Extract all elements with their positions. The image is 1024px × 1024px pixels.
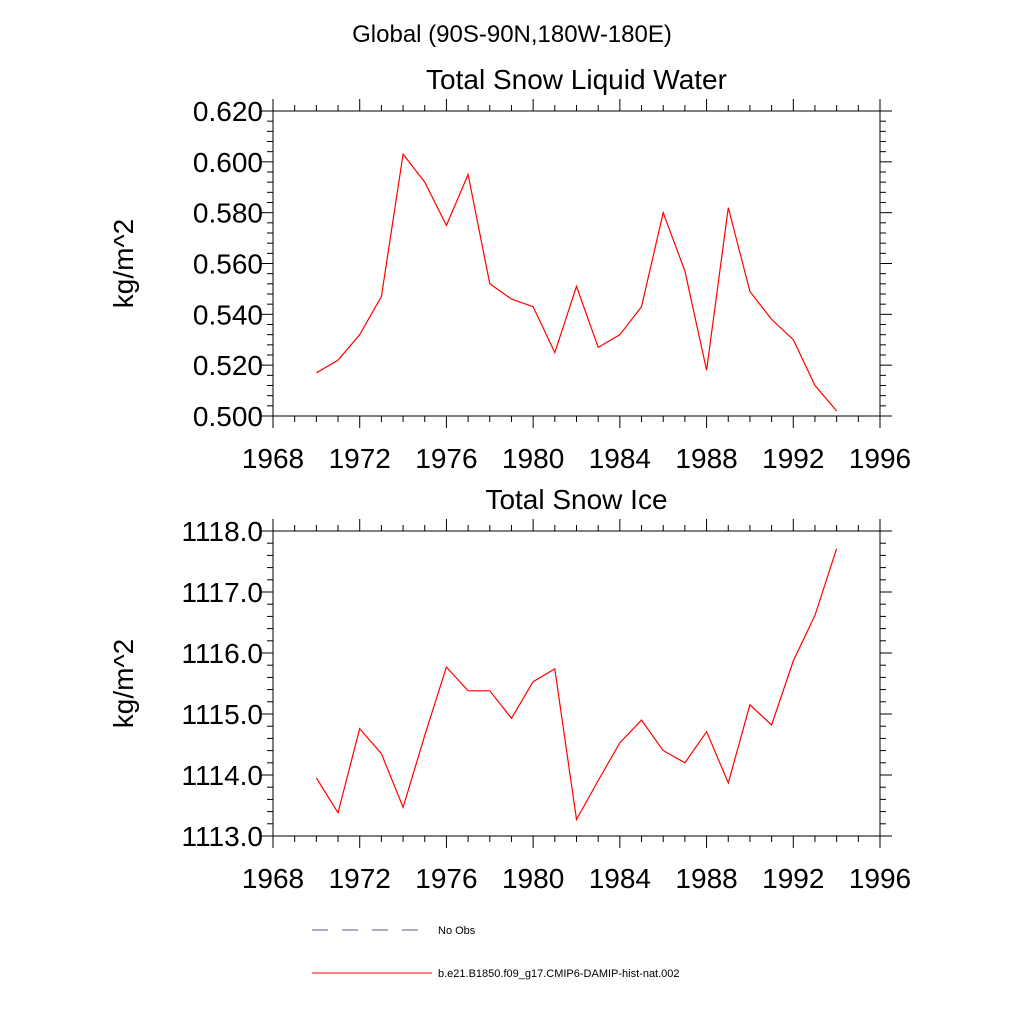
series-line xyxy=(316,152,838,412)
data-point xyxy=(597,346,600,349)
data-point xyxy=(705,730,708,733)
x-tick-label: 1992 xyxy=(762,443,824,474)
data-point xyxy=(467,689,470,692)
data-point xyxy=(770,723,773,726)
x-tick-label: 1992 xyxy=(762,863,824,894)
data-point xyxy=(488,282,491,285)
y-tick-label: 1113.0 xyxy=(182,821,263,852)
data-point xyxy=(748,290,751,293)
data-point xyxy=(445,666,448,669)
data-point xyxy=(662,211,665,214)
y-tick-label: 0.560 xyxy=(193,249,263,280)
data-point xyxy=(358,727,361,730)
chart-panel-snow-liquid-water: Total Snow Liquid Water kg/m^2 1968 1972 197… xyxy=(108,64,911,474)
data-point xyxy=(770,318,773,321)
x-tick-label: 1988 xyxy=(675,443,737,474)
data-point xyxy=(835,409,838,412)
y-tick-label: 1115.0 xyxy=(182,699,263,730)
x-tick-label: 1968 xyxy=(242,863,304,894)
data-point xyxy=(640,719,643,722)
data-point xyxy=(748,703,751,706)
series-line xyxy=(315,548,838,822)
data-point xyxy=(575,285,578,288)
x-tick-label: 1972 xyxy=(329,863,391,894)
x-tick-label: 1984 xyxy=(589,863,651,894)
data-point xyxy=(488,689,491,692)
y-tick-label: 0.520 xyxy=(193,350,263,381)
y-axis-label: kg/m^2 xyxy=(108,639,139,728)
data-point xyxy=(792,338,795,341)
x-tick-label: 1968 xyxy=(242,443,304,474)
chart-title: Total Snow Ice xyxy=(485,484,667,515)
data-point xyxy=(315,371,318,374)
data-point xyxy=(597,779,600,782)
data-point xyxy=(337,359,340,362)
data-point xyxy=(683,270,686,273)
plot-frame xyxy=(272,530,881,837)
y-tick-label: 0.620 xyxy=(193,96,263,127)
data-point xyxy=(380,752,383,755)
data-point xyxy=(315,777,318,780)
x-tick-label: 1980 xyxy=(502,443,564,474)
data-point xyxy=(813,614,816,617)
data-point xyxy=(358,333,361,336)
data-point xyxy=(662,749,665,752)
data-point xyxy=(813,384,816,387)
y-tick-label: 0.540 xyxy=(193,299,263,330)
data-point xyxy=(380,295,383,298)
data-point xyxy=(467,173,470,176)
x-tick-label: 1988 xyxy=(675,863,737,894)
data-point xyxy=(337,811,340,814)
data-point xyxy=(532,305,535,308)
y-tick-label: 0.500 xyxy=(193,401,263,432)
data-point xyxy=(575,818,578,821)
data-point xyxy=(402,806,405,809)
data-point xyxy=(640,305,643,308)
y-tick-label: 0.600 xyxy=(193,147,263,178)
x-tick-label: 1984 xyxy=(589,443,651,474)
x-tick-label: 1996 xyxy=(849,443,911,474)
plot-frame xyxy=(272,110,881,417)
data-point xyxy=(510,717,513,720)
x-tick-label: 1996 xyxy=(849,863,911,894)
data-point xyxy=(618,741,621,744)
data-point xyxy=(445,224,448,227)
y-axis-label: kg/m^2 xyxy=(108,219,139,308)
data-point xyxy=(727,206,730,209)
chart-title: Total Snow Liquid Water xyxy=(426,64,727,95)
data-point xyxy=(792,659,795,662)
x-tick-label: 1976 xyxy=(415,443,477,474)
y-tick-label: 1118.0 xyxy=(182,516,263,547)
data-point xyxy=(423,181,426,184)
data-point xyxy=(618,333,621,336)
data-point xyxy=(402,153,405,156)
legend-no-obs-label: No Obs xyxy=(438,925,476,937)
data-point xyxy=(553,667,556,670)
data-point xyxy=(532,680,535,683)
data-point xyxy=(553,351,556,354)
chart-panel-snow-ice: Total Snow Ice kg/m^2 1968 1972 1976 1980 1984… xyxy=(108,484,911,894)
data-point xyxy=(835,547,838,550)
y-tick-label: 1116.0 xyxy=(182,638,263,669)
x-tick-label: 1980 xyxy=(502,863,564,894)
data-point xyxy=(510,298,513,301)
data-point xyxy=(705,369,708,372)
y-tick-label: 1117.0 xyxy=(182,577,263,608)
y-tick-label: 1114.0 xyxy=(182,760,263,791)
data-point xyxy=(683,761,686,764)
data-point xyxy=(423,734,426,737)
legend-series-label: b.e21.B1850.f09_g17.CMIP6-DAMIP-hist-nat… xyxy=(438,968,680,980)
y-tick-label: 0.580 xyxy=(193,198,263,229)
x-tick-label: 1972 xyxy=(329,443,391,474)
data-point xyxy=(727,781,730,784)
legend: No Obs b.e21.B1850.f09_g17.CMIP6-DAMIP-h… xyxy=(312,925,680,980)
x-tick-label: 1976 xyxy=(415,863,477,894)
figure-title: Global (90S-90N,180W-180E) xyxy=(352,21,672,48)
